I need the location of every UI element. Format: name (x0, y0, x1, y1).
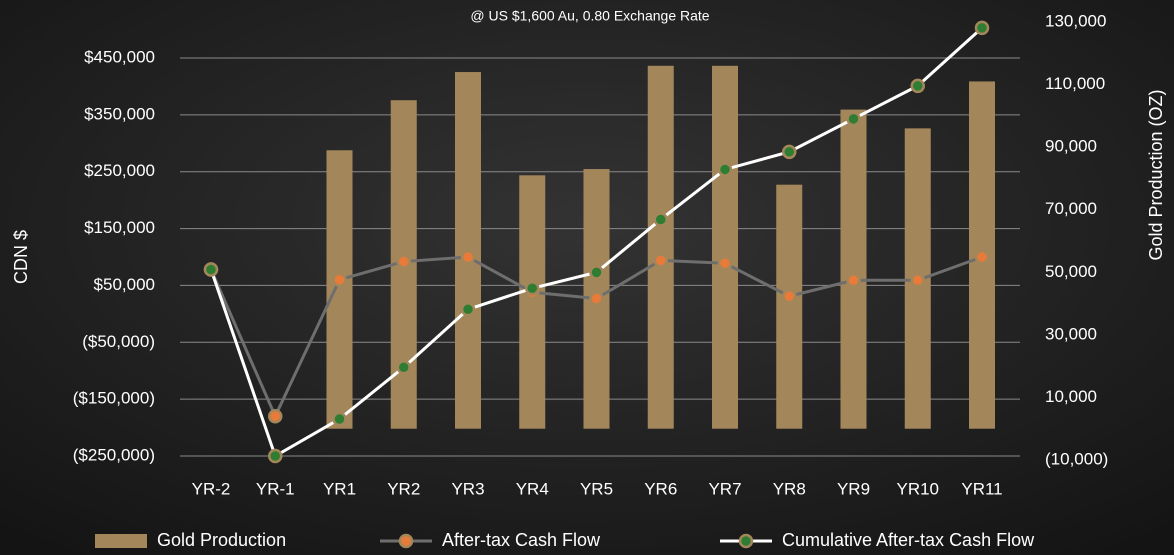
legend-label: Cumulative After-tax Cash Flow (782, 530, 1035, 550)
bar (712, 65, 738, 429)
marker (782, 288, 797, 304)
y2-axis-label: Gold Production (OZ) (1146, 89, 1166, 260)
x-tick-label: YR9 (837, 479, 870, 498)
y2-tick-label: (10,000) (1045, 449, 1108, 468)
x-tick-label: YR-2 (192, 479, 231, 498)
y2-tick-label: 50,000 (1045, 262, 1097, 281)
marker (589, 265, 604, 280)
marker (910, 78, 925, 94)
x-tick-label: YR2 (387, 479, 420, 498)
marker (332, 272, 347, 287)
marker (460, 249, 476, 265)
marker (653, 253, 668, 268)
bar (647, 65, 674, 429)
marker (846, 273, 861, 288)
legend-swatch (738, 533, 754, 549)
marker (589, 291, 604, 306)
y-tick-label: $250,000 (84, 161, 155, 180)
y-tick-label: ($150,000) (73, 389, 155, 408)
marker (268, 448, 283, 464)
bar (840, 109, 867, 429)
x-tick-label: YR8 (773, 479, 806, 498)
y-tick-label: ($250,000) (73, 445, 155, 464)
marker (460, 302, 476, 317)
y2-tick-label: 10,000 (1045, 387, 1097, 406)
y2-tick-label: 130,000 (1045, 11, 1106, 30)
legend-label: After-tax Cash Flow (442, 530, 601, 550)
y-axis-label: CDN $ (11, 230, 31, 284)
marker (268, 408, 283, 424)
y-tick-label: $150,000 (84, 218, 155, 237)
x-tick-label: YR4 (516, 479, 549, 498)
y-tick-label: ($50,000) (82, 332, 155, 351)
bar (326, 150, 353, 429)
chart-subtitle: @ US $1,600 Au, 0.80 Exchange Rate (470, 8, 709, 24)
marker (717, 256, 733, 271)
marker (396, 360, 411, 375)
marker (974, 20, 990, 36)
y-tick-label: $450,000 (84, 47, 155, 66)
x-tick-label: YR5 (580, 479, 613, 498)
y2-tick-label: 110,000 (1045, 74, 1105, 93)
marker (910, 273, 925, 288)
x-tick-label: YR7 (708, 479, 741, 498)
marker (974, 249, 990, 265)
bar (776, 184, 803, 429)
x-tick-label: YR-1 (256, 479, 295, 498)
marker (525, 281, 540, 296)
legend-swatch (398, 533, 414, 549)
marker (203, 262, 219, 277)
marker (846, 111, 861, 127)
marker (782, 144, 797, 160)
y2-tick-label: 30,000 (1045, 324, 1097, 343)
x-tick-label: YR6 (644, 479, 677, 498)
y2-tick-label: 90,000 (1045, 137, 1097, 156)
y2-tick-label: 70,000 (1045, 199, 1097, 218)
x-tick-label: YR3 (451, 479, 484, 498)
marker (396, 254, 411, 269)
marker (332, 411, 347, 427)
legend-swatch (95, 534, 147, 548)
x-tick-label: YR1 (323, 479, 356, 498)
x-tick-label: YR11 (961, 479, 1002, 498)
legend-label: Gold Production (157, 530, 286, 550)
x-tick-label: YR10 (896, 479, 939, 498)
y-tick-label: $50,000 (94, 275, 155, 294)
marker (717, 162, 733, 177)
y-tick-label: $350,000 (84, 104, 155, 123)
marker (653, 212, 668, 227)
bar (519, 175, 546, 429)
